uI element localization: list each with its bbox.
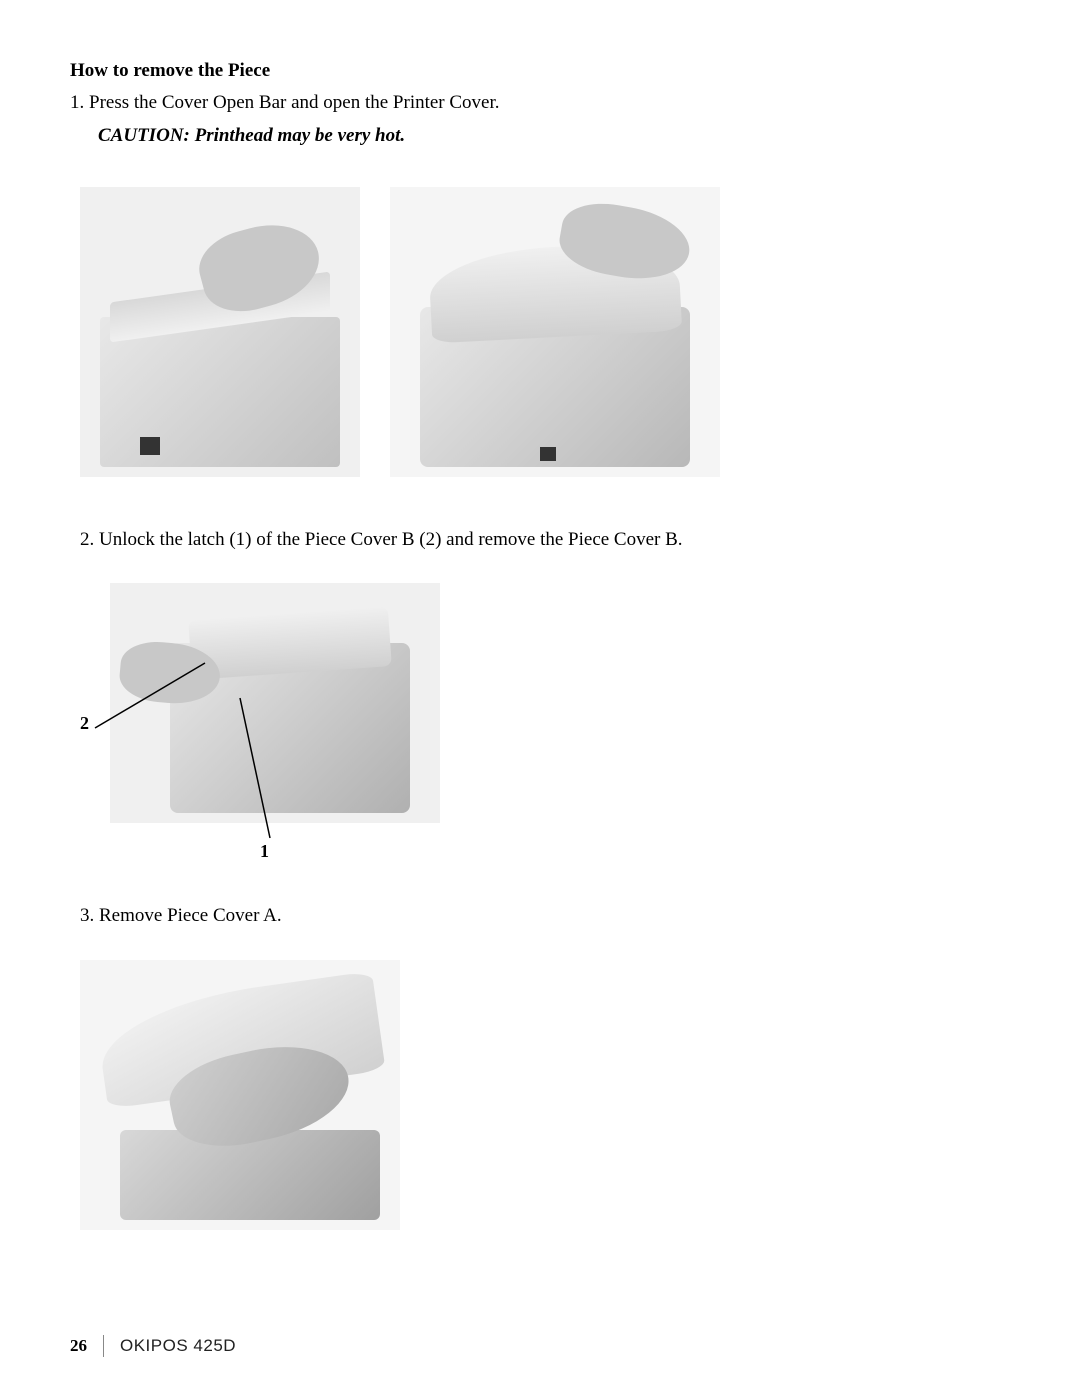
page-number: 26 [70, 1336, 103, 1356]
step-3-text: 3. Remove Piece Cover A. [80, 903, 1010, 930]
figure-1a-image [80, 187, 360, 477]
step-2-text: 2. Unlock the latch (1) of the Piece Cov… [80, 527, 1010, 554]
model-name: OKIPOS 425D [120, 1336, 236, 1356]
caution-text: CAUTION: Printhead may be very hot. [98, 125, 1010, 147]
page-footer: 26 OKIPOS 425D [70, 1335, 236, 1357]
section-heading: How to remove the Piece [70, 60, 1010, 82]
callout-label-2: 2 [80, 713, 89, 734]
figure-3-image [80, 960, 400, 1230]
figure-row-1 [80, 187, 1010, 477]
figure-1b-image [390, 187, 720, 477]
callout-label-1: 1 [260, 841, 269, 862]
step-1-text: 1. Press the Cover Open Bar and open the… [70, 90, 1010, 117]
figure-2-container: 2 1 [80, 583, 460, 863]
callout-line-2 [90, 658, 210, 733]
footer-divider [103, 1335, 104, 1357]
callout-line-1 [230, 693, 290, 843]
